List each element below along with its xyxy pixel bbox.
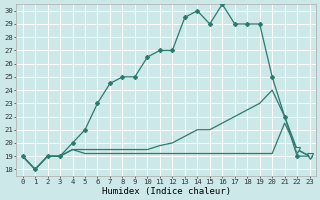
X-axis label: Humidex (Indice chaleur): Humidex (Indice chaleur) (102, 187, 231, 196)
